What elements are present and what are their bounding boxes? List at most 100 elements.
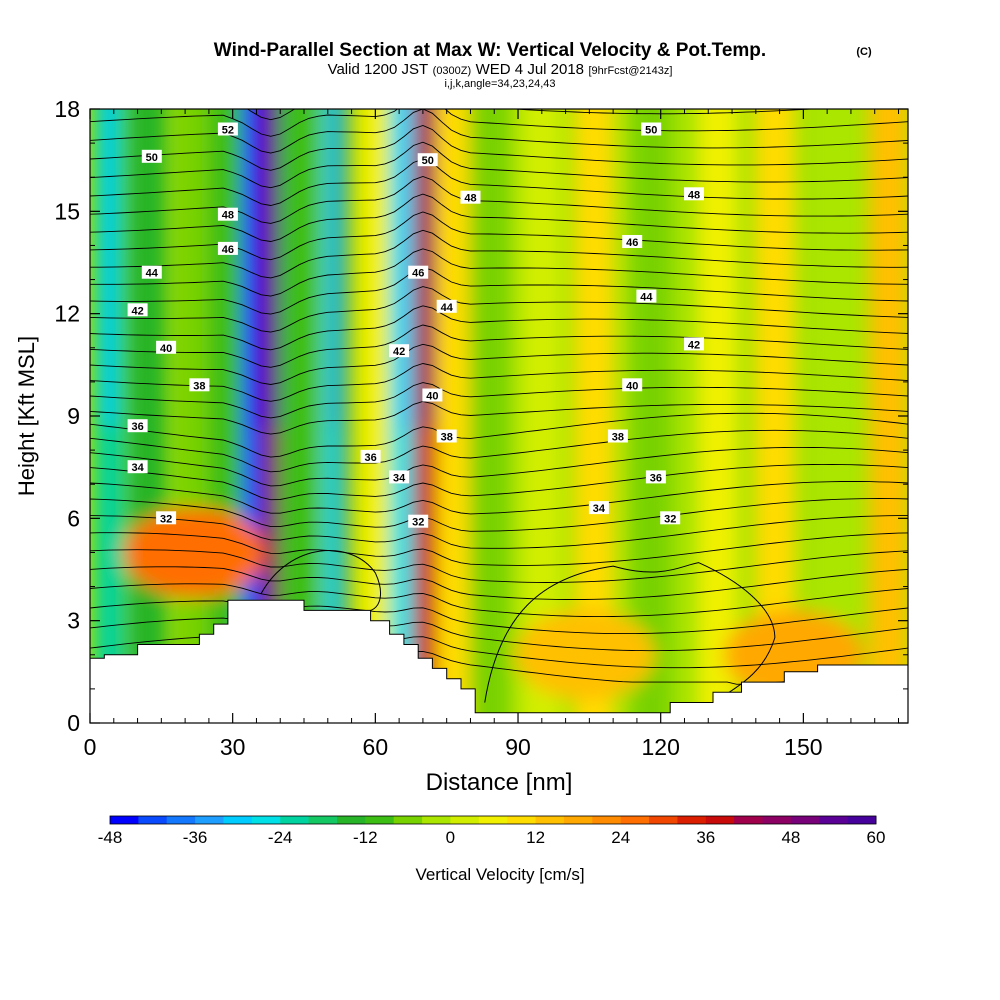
contour-label-box	[607, 429, 628, 443]
theta-contour	[90, 532, 908, 566]
theta-contour	[90, 446, 908, 487]
contour-label-box	[360, 449, 381, 463]
colorbar-swatch	[734, 816, 763, 824]
contour-label-text: 42	[131, 305, 143, 317]
colorbar-swatch	[393, 816, 423, 824]
theta-contour	[90, 401, 908, 435]
theta-contour	[90, 193, 908, 242]
y-tick-label: 9	[67, 403, 80, 429]
y-tick-label: 18	[54, 96, 80, 122]
contour-label: 38	[436, 429, 457, 444]
contour-label: 40	[422, 388, 443, 403]
contour-label-text: 32	[412, 517, 424, 529]
theta-contour	[90, 498, 908, 532]
plot-area: 32 32 32 34 34 34 36 36 36 38 38 38 40 40 40 42 42 42 44 44…	[90, 109, 908, 723]
theta-contour	[90, 141, 908, 189]
contour-label-text: 40	[160, 343, 172, 355]
contour-label-box	[684, 337, 704, 351]
theta-contour	[90, 617, 908, 652]
potential-temperature-contours	[90, 109, 908, 703]
colorbar-swatch	[507, 816, 537, 824]
contour-label: 42	[684, 337, 704, 351]
contour-label-text: 48	[464, 193, 476, 205]
y-tick-label: 15	[54, 198, 80, 224]
colorbar-tick-label: 60	[867, 828, 886, 847]
colorbar-swatch	[251, 816, 281, 824]
w-warm-patch	[514, 609, 655, 700]
theta-contour	[90, 305, 908, 351]
contour-label: 34	[588, 501, 609, 515]
x-tick-label: 150	[784, 734, 822, 760]
contour-label-text: 46	[626, 237, 638, 249]
theta-contour	[90, 109, 908, 137]
colorbar-swatch	[790, 816, 820, 824]
colorbar-swatch	[649, 816, 678, 824]
colorbar-swatch	[223, 816, 253, 824]
contour-label: 42	[127, 303, 148, 317]
contour-label: 48	[217, 207, 238, 222]
x-tick-label: 90	[505, 734, 531, 760]
y-tick-label: 0	[67, 710, 80, 736]
contour-label: 44	[636, 289, 657, 304]
theta-contour	[90, 412, 908, 458]
contour-label: 34	[127, 460, 148, 474]
contour-label-text: 32	[160, 513, 172, 525]
contour-label-box	[622, 378, 643, 392]
contour-label-text: 44	[146, 268, 159, 280]
colorbar-swatch	[450, 816, 480, 824]
x-tick-label: 120	[642, 734, 680, 760]
contour-label-text: 40	[626, 380, 638, 392]
colorbar-tick-label: 0	[446, 828, 455, 847]
colorbar-swatch	[677, 816, 707, 824]
contour-label-text: 48	[222, 210, 234, 222]
contour-label-box	[636, 289, 657, 303]
contour-label: 34	[389, 470, 410, 484]
contour-label-text: 34	[593, 503, 606, 515]
contour-label-text: 38	[612, 432, 624, 444]
contour-label-box	[422, 388, 443, 402]
contour-label-box	[622, 235, 643, 248]
contour-label: 48	[460, 190, 481, 205]
colorbar-swatch	[592, 816, 622, 824]
contour-label-text: 48	[688, 189, 700, 201]
contour-label: 38	[189, 378, 210, 392]
contour-label: 36	[360, 449, 381, 464]
forecast-info: [9hrFcst@2143z]	[588, 65, 672, 77]
contour-label-box	[660, 511, 681, 525]
colorbar-swatch	[422, 816, 451, 824]
contour-label-box	[389, 344, 410, 358]
y-tick-label: 3	[67, 608, 80, 634]
theta-contour	[90, 429, 908, 473]
terrain-profile	[90, 599, 908, 723]
contour-label-box	[156, 511, 177, 525]
colorbar-swatch	[620, 816, 650, 824]
colorbar-tick-label: -12	[353, 828, 378, 847]
theta-contour	[90, 229, 908, 279]
theta-contour	[90, 267, 908, 315]
colorbar-swatch	[478, 816, 508, 824]
contour-label-box	[156, 340, 177, 354]
theta-contour	[90, 566, 908, 600]
contour-label: 40	[156, 340, 177, 355]
w-zero-contour	[484, 562, 776, 703]
theta-contour	[90, 583, 908, 618]
contour-label-text: 46	[222, 244, 234, 256]
contour-label-text: 40	[426, 391, 438, 403]
chart-title: Wind-Parallel Section at Max W: Vertical…	[214, 40, 766, 61]
contour-label-box	[389, 470, 410, 484]
contour-label-box	[641, 122, 662, 136]
colorbar-label: Vertical Velocity [cm/s]	[415, 865, 584, 884]
contour-label-box	[127, 303, 148, 317]
colorbar-swatch	[166, 816, 196, 824]
theta-contour	[90, 600, 908, 635]
w-column-core	[269, 109, 282, 427]
contour-label-text: 36	[364, 452, 376, 464]
valid-utc: (0300Z)	[433, 65, 472, 77]
contour-label: 44	[436, 299, 457, 314]
w-column	[697, 109, 738, 723]
theta-contour	[90, 286, 908, 333]
colorbar-tick-label: -36	[183, 828, 208, 847]
theta-contour	[90, 158, 908, 206]
colorbar-tick-label: 36	[696, 828, 715, 847]
